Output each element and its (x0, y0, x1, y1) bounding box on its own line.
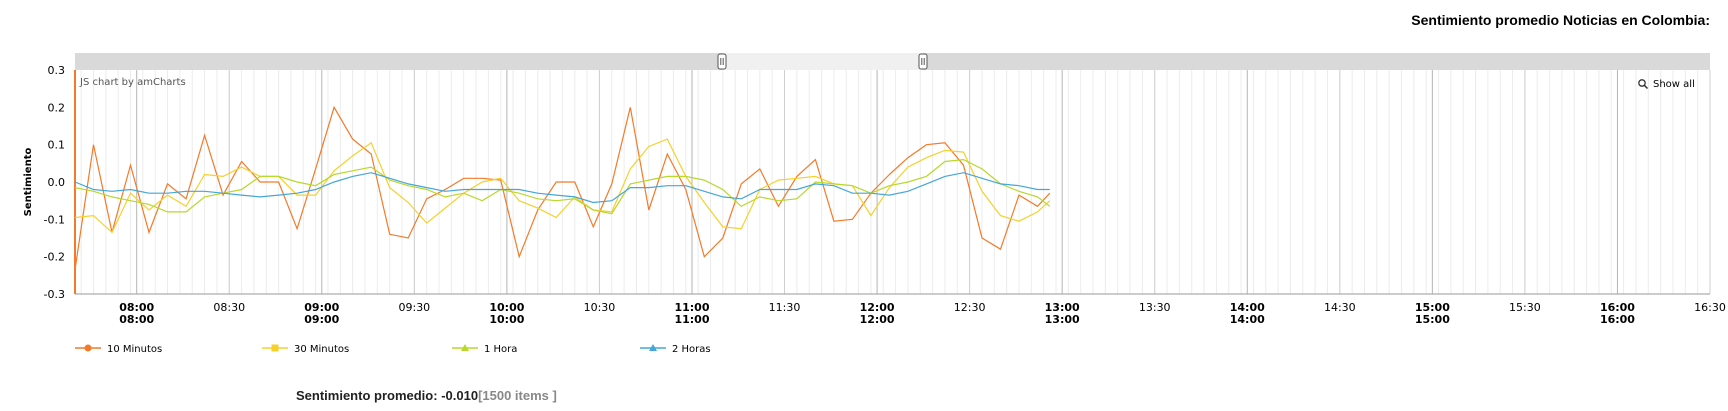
x-tick-label: 15:00 (1415, 301, 1450, 314)
legend-marker-triangle[interactable] (461, 344, 469, 351)
grip-body[interactable] (717, 53, 727, 70)
chart-series (74, 105, 1051, 270)
x-tick-label-date: 12:00 (860, 313, 895, 326)
series-line (74, 172, 1050, 204)
legend-marker-triangle[interactable] (649, 344, 657, 351)
x-tick-label: 08:30 (213, 301, 245, 314)
show-all-label[interactable]: Show all (1653, 79, 1695, 90)
legend-label[interactable]: 10 Minutos (107, 344, 162, 355)
scrollbar-right-grip[interactable] (918, 53, 928, 70)
x-tick-label-date: 13:00 (1045, 313, 1080, 326)
x-tick-label: 16:30 (1694, 301, 1726, 314)
amcharts-watermark[interactable]: JS chart by amCharts (79, 77, 186, 88)
legend-item[interactable]: 1 Hora (452, 344, 517, 355)
x-tick-label-date: 09:00 (304, 313, 339, 326)
show-all-button[interactable]: Show all (1638, 79, 1695, 90)
y-tick-label: 0.1 (48, 139, 66, 152)
sentiment-line-chart: 0.3 0.2 0.1 0.0 -0.1 -0.2 -0.3 Sentimiento 08:00… (23, 53, 1726, 355)
x-tick-label: 13:30 (1139, 301, 1171, 314)
x-tick-label: 08:00 (119, 301, 154, 314)
x-tick-label: 11:00 (674, 301, 709, 314)
legend-label[interactable]: 30 Minutos (294, 344, 349, 355)
x-tick-label: 13:00 (1045, 301, 1080, 314)
chart-axes: 0.3 0.2 0.1 0.0 -0.1 -0.2 -0.3 Sentimiento 08:00… (23, 64, 1726, 326)
scrollbar-selection[interactable] (722, 53, 923, 70)
scrollbar-left-grip[interactable] (717, 53, 727, 70)
x-tick-label: 10:30 (584, 301, 616, 314)
y-tick-label: 0.0 (48, 176, 66, 189)
magnifier-icon-handle[interactable] (1643, 84, 1649, 90)
y-axis-title: Sentimiento (23, 148, 34, 217)
x-tick-label-date: 14:00 (1230, 313, 1265, 326)
x-tick-label: 09:00 (304, 301, 339, 314)
chart-legend[interactable]: 10 Minutos 30 Minutos 1 Hora 2 Horas (75, 344, 711, 355)
x-tick-label-date: 11:00 (674, 313, 709, 326)
x-tick-label: 10:00 (489, 301, 524, 314)
x-tick-label-date: 10:00 (489, 313, 524, 326)
legend-label[interactable]: 2 Horas (672, 344, 711, 355)
page-title: Sentimiento promedio Noticias en Colombi… (1411, 12, 1710, 28)
x-tick-label: 15:30 (1509, 301, 1541, 314)
y-tick-label: -0.3 (44, 288, 65, 301)
grip-body[interactable] (918, 53, 928, 70)
series-line (74, 105, 1051, 270)
x-tick-label-date: 16:00 (1600, 313, 1635, 326)
x-tick-label: 11:30 (769, 301, 801, 314)
magnifier-icon[interactable] (1638, 79, 1646, 87)
series-line (74, 138, 1051, 234)
x-tick-label: 12:30 (954, 301, 986, 314)
legend-label[interactable]: 1 Hora (484, 344, 517, 355)
x-tick-label: 12:00 (860, 301, 895, 314)
legend-item[interactable]: 30 Minutos (262, 344, 349, 355)
y-tick-label: 0.2 (48, 101, 66, 114)
summary-line: Sentimiento promedio: -0.010[1500 items … (296, 388, 557, 403)
summary-label: Sentimiento promedio: (296, 388, 438, 403)
x-tick-label: 09:30 (398, 301, 430, 314)
legend-marker-square[interactable] (271, 344, 279, 352)
x-tick-label: 16:00 (1600, 301, 1635, 314)
legend-item[interactable]: 2 Horas (640, 344, 711, 355)
x-tick-label: 14:00 (1230, 301, 1265, 314)
chart-scrollbar[interactable] (75, 53, 1710, 70)
x-tick-label-date: 15:00 (1415, 313, 1450, 326)
x-tick-label-date: 08:00 (119, 313, 154, 326)
legend-item[interactable]: 10 Minutos (75, 344, 162, 355)
summary-value: -0.010 (441, 388, 479, 403)
series-line (74, 158, 1051, 215)
x-tick-label: 14:30 (1324, 301, 1356, 314)
summary-items: [1500 items ] (478, 388, 557, 403)
y-tick-label: -0.2 (44, 251, 65, 264)
y-tick-label: 0.3 (48, 64, 66, 77)
y-tick-label: -0.1 (44, 213, 65, 226)
legend-marker-circle[interactable] (84, 344, 92, 352)
